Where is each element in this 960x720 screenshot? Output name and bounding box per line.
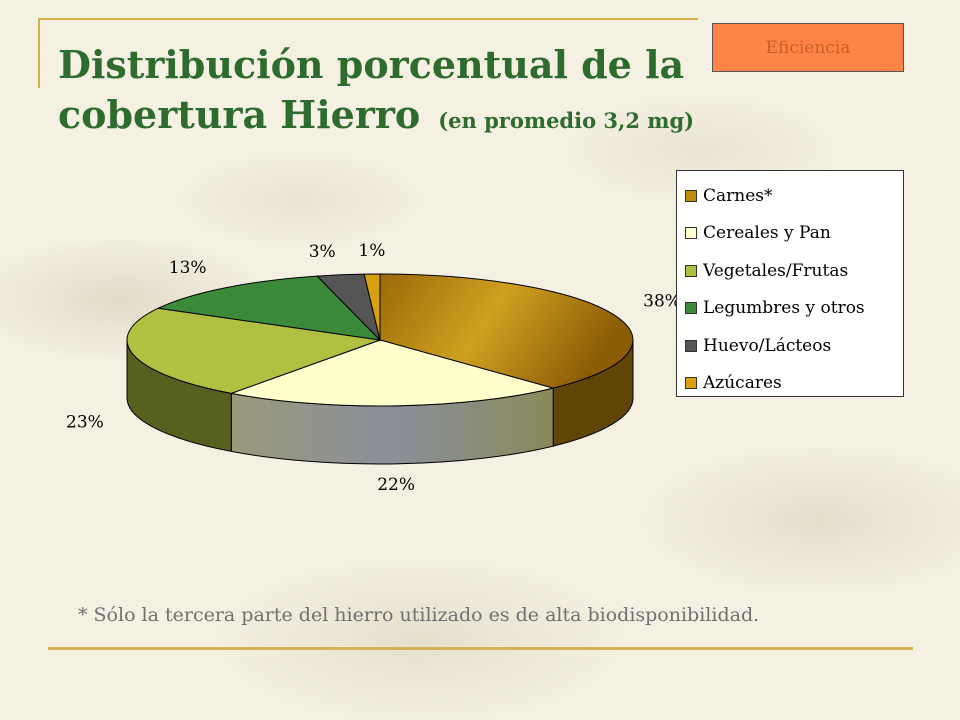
legend-swatch (685, 189, 697, 202)
pie-tops (126, 273, 634, 407)
decorative-rule-vertical (38, 18, 40, 88)
pie-label-3: 13% (169, 258, 207, 278)
page-title: Distribución porcentual de la cobertura … (58, 40, 738, 146)
footnote: * Sólo la tercera parte del hierro utili… (78, 604, 760, 626)
pie-sides (126, 339, 634, 465)
chart-legend: Carnes* Cereales y Pan Vegetales/Frutas Leg… (676, 170, 904, 397)
legend-item: Vegetales/Frutas (685, 252, 903, 290)
pie-slice-0 (379, 273, 634, 389)
pie-label-2: 23% (66, 412, 104, 432)
pie-label-0: 38% (643, 292, 681, 312)
legend-item: Huevo/Lácteos (685, 327, 903, 365)
pie-label-1: 22% (377, 475, 415, 495)
legend-label: Huevo/Lácteos (703, 335, 832, 356)
legend-label: Legumbres y otros (703, 298, 865, 319)
decorative-rule-horizontal (38, 18, 698, 20)
title-subtitle: (en promedio 3,2 mg) (438, 108, 695, 133)
pie-slice-3 (156, 275, 382, 341)
legend-label: Azúcares (703, 373, 782, 394)
legend-label: Carnes* (703, 185, 773, 206)
title-line2: cobertura Hierro (58, 92, 421, 137)
title-line1: Distribución porcentual de la (58, 42, 685, 87)
pie-labels: 38% 22% 23% 13% 3% 1% (66, 241, 681, 495)
pie-slice-5 (363, 273, 381, 341)
legend-item: Azúcares (685, 365, 903, 403)
section-badge: Eficiencia (712, 23, 904, 72)
legend-swatch (685, 302, 697, 315)
legend-item: Carnes* (685, 177, 903, 215)
pie-slice-2 (126, 307, 381, 394)
legend-swatch (685, 264, 697, 277)
legend-label: Vegetales/Frutas (703, 260, 849, 281)
pie-label-5: 1% (358, 241, 385, 261)
legend-label: Cereales y Pan (703, 223, 831, 244)
legend-item: Cereales y Pan (685, 215, 903, 253)
decorative-rule-bottom (48, 647, 913, 650)
pie-label-4: 3% (309, 242, 336, 262)
legend-item: Legumbres y otros (685, 290, 903, 328)
legend-swatch (685, 227, 697, 240)
legend-swatch (685, 377, 697, 390)
pie-slice-1 (229, 339, 556, 407)
legend-swatch (685, 339, 697, 352)
